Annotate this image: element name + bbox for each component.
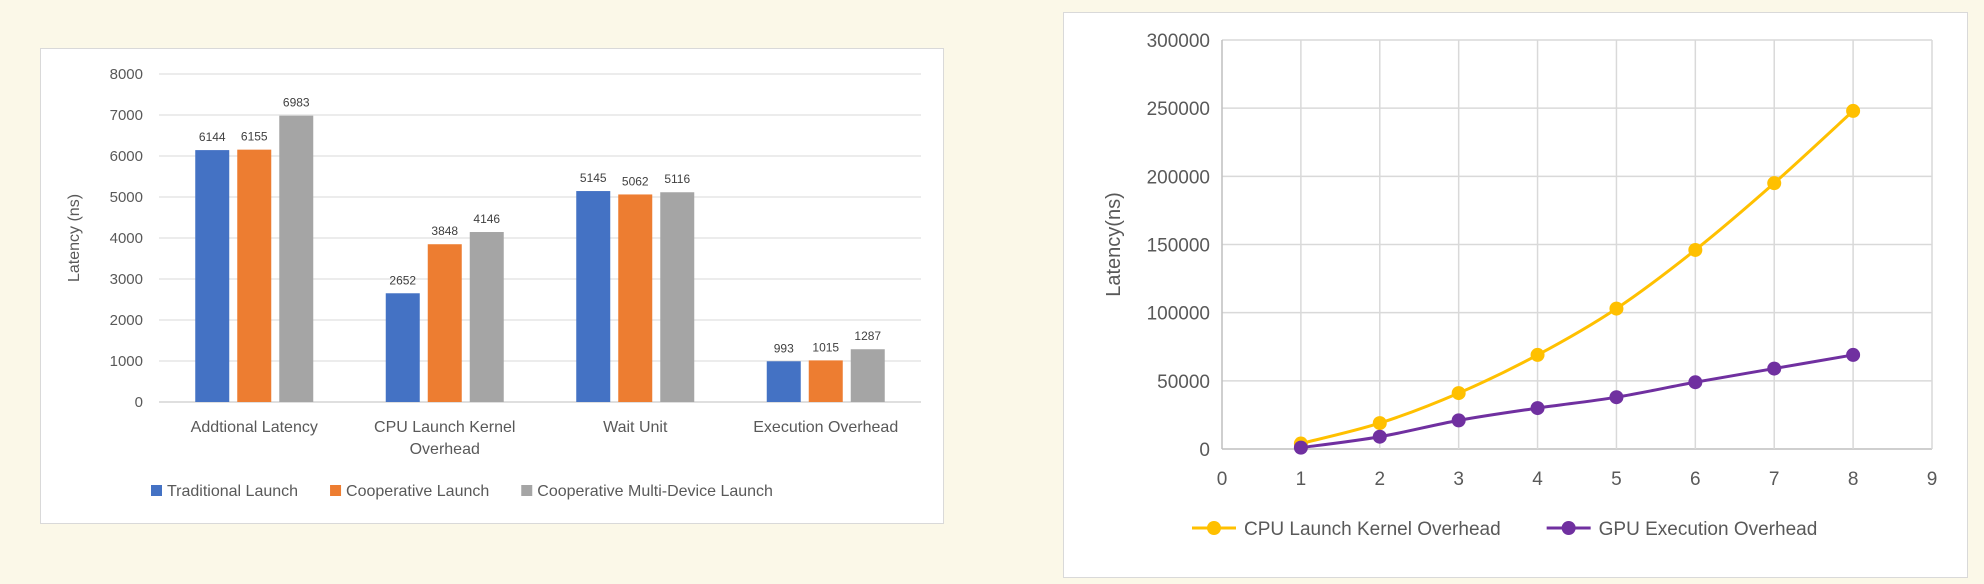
bar bbox=[427, 244, 462, 402]
bar bbox=[385, 293, 420, 402]
bar bbox=[808, 360, 843, 402]
bar-chart-panel: 0 1000 2000 3000 4000 5000 6000 7000 8000 Latency… bbox=[40, 48, 944, 524]
y-tick-label: 200000 bbox=[1147, 167, 1210, 188]
bar bbox=[279, 115, 314, 403]
bar-value-label: 5062 bbox=[622, 174, 649, 188]
y-axis-label: Latency (ns) bbox=[66, 194, 83, 282]
y-tick-label: 1000 bbox=[110, 353, 143, 370]
bar-value-label: 6144 bbox=[199, 130, 226, 144]
legend-swatch bbox=[330, 485, 342, 496]
bar-value-label: 3848 bbox=[431, 224, 458, 238]
data-point bbox=[1451, 386, 1466, 401]
x-category-label: Wait Unit bbox=[603, 419, 668, 436]
data-point bbox=[1688, 375, 1703, 390]
y-tick-label: 3000 bbox=[110, 271, 143, 288]
bar bbox=[469, 232, 504, 402]
legend-marker bbox=[1207, 521, 1221, 535]
bar-value-label: 1015 bbox=[812, 340, 839, 354]
legend-label: Cooperative Multi-Device Launch bbox=[537, 483, 773, 500]
y-tick-label: 150000 bbox=[1147, 236, 1210, 257]
x-tick-label: 4 bbox=[1532, 469, 1543, 490]
data-point bbox=[1846, 347, 1861, 362]
line-chart-panel: 0 50000 100000 150000 200000 250000 300000 0 1 2 3… bbox=[1063, 12, 1968, 578]
y-tick-label: 5000 bbox=[110, 189, 143, 206]
y-axis-label: Latency(ns) bbox=[1103, 192, 1125, 297]
data-point bbox=[1609, 301, 1624, 316]
y-tick-label: 4000 bbox=[110, 230, 143, 247]
x-tick-label: 3 bbox=[1453, 469, 1464, 490]
x-tick-label: 7 bbox=[1769, 469, 1780, 490]
x-tick-label: 1 bbox=[1296, 469, 1307, 490]
bar-value-label: 5116 bbox=[664, 172, 690, 186]
bar bbox=[195, 150, 230, 402]
x-category-label: Addtional Latency bbox=[191, 419, 318, 436]
data-point bbox=[1372, 416, 1387, 431]
legend-label: GPU Execution Overhead bbox=[1599, 519, 1818, 540]
y-tick-label: 6000 bbox=[110, 148, 143, 165]
bar-chart: 0 1000 2000 3000 4000 5000 6000 7000 8000 Latency… bbox=[66, 66, 921, 500]
bar-value-label: 1287 bbox=[854, 329, 881, 343]
y-tick-label: 8000 bbox=[110, 66, 143, 83]
x-tick-label: 2 bbox=[1374, 469, 1385, 490]
x-tick-label: 6 bbox=[1690, 469, 1701, 490]
x-category-label: CPU Launch Kernel bbox=[374, 419, 515, 436]
bar bbox=[766, 361, 801, 402]
y-tick-label: 0 bbox=[1199, 440, 1210, 461]
bar bbox=[576, 191, 611, 402]
legend-label: Cooperative Launch bbox=[346, 483, 489, 500]
bar-value-label: 6155 bbox=[241, 130, 268, 144]
x-tick-label: 5 bbox=[1611, 469, 1622, 490]
y-tick-label: 300000 bbox=[1147, 31, 1210, 52]
bar-value-label: 4146 bbox=[473, 212, 500, 226]
x-category-label: Execution Overhead bbox=[753, 419, 898, 436]
bar bbox=[660, 192, 695, 402]
data-point bbox=[1767, 361, 1782, 376]
data-point bbox=[1609, 390, 1624, 405]
data-point bbox=[1293, 440, 1308, 455]
data-point bbox=[1451, 413, 1466, 428]
y-tick-label: 2000 bbox=[110, 312, 143, 329]
series-line bbox=[1300, 109, 1855, 445]
series-line bbox=[1300, 353, 1854, 450]
data-point bbox=[1530, 401, 1545, 416]
y-tick-label: 250000 bbox=[1147, 99, 1210, 120]
data-point bbox=[1688, 242, 1703, 257]
legend-marker bbox=[1561, 521, 1576, 535]
bar bbox=[237, 149, 272, 402]
data-point bbox=[1530, 347, 1545, 362]
legend-label: CPU Launch Kernel Overhead bbox=[1244, 519, 1501, 540]
bar-value-label: 6983 bbox=[283, 96, 310, 110]
data-point bbox=[1372, 429, 1387, 444]
legend-label: Traditional Launch bbox=[167, 483, 298, 500]
y-tick-label: 0 bbox=[135, 394, 143, 411]
x-tick-label: 8 bbox=[1848, 469, 1859, 490]
y-tick-label: 100000 bbox=[1147, 304, 1210, 325]
legend-swatch bbox=[151, 485, 162, 496]
data-point bbox=[1767, 176, 1782, 191]
x-tick-label: 0 bbox=[1217, 469, 1228, 490]
y-tick-label: 7000 bbox=[110, 107, 143, 124]
bar-value-label: 5145 bbox=[580, 171, 607, 185]
x-category-label: Overhead bbox=[410, 441, 480, 458]
data-point bbox=[1846, 103, 1861, 118]
bar bbox=[618, 194, 653, 402]
bar-value-label: 2652 bbox=[389, 273, 416, 287]
line-chart: 0 50000 100000 150000 200000 250000 300000 0 1 2 3… bbox=[1103, 31, 1938, 540]
bar bbox=[850, 349, 885, 402]
bar-value-label: 993 bbox=[774, 341, 794, 355]
y-tick-label: 50000 bbox=[1157, 372, 1210, 393]
legend-swatch bbox=[521, 485, 533, 496]
x-tick-label: 9 bbox=[1927, 469, 1938, 490]
